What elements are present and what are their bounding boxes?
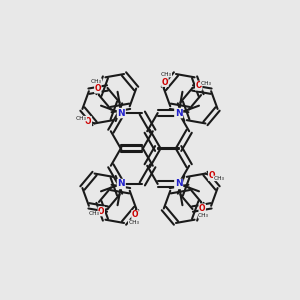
- Text: CH₃: CH₃: [76, 116, 87, 121]
- Text: N: N: [175, 109, 182, 118]
- Text: N: N: [118, 109, 125, 118]
- Text: O: O: [85, 117, 92, 126]
- Text: O: O: [208, 171, 215, 180]
- Text: CH₃: CH₃: [128, 220, 139, 225]
- Text: N: N: [118, 179, 125, 188]
- Text: CH₃: CH₃: [213, 176, 224, 181]
- Text: O: O: [162, 77, 168, 86]
- Text: O: O: [196, 81, 202, 90]
- Text: N: N: [175, 179, 182, 188]
- Text: O: O: [98, 207, 104, 216]
- Text: O: O: [199, 204, 206, 213]
- Text: CH₃: CH₃: [200, 81, 211, 85]
- Text: CH₃: CH₃: [161, 72, 172, 77]
- Text: O: O: [132, 211, 138, 220]
- Text: CH₃: CH₃: [91, 79, 102, 84]
- Text: O: O: [94, 84, 101, 93]
- Text: CH₃: CH₃: [198, 213, 209, 218]
- Text: CH₃: CH₃: [89, 212, 100, 216]
